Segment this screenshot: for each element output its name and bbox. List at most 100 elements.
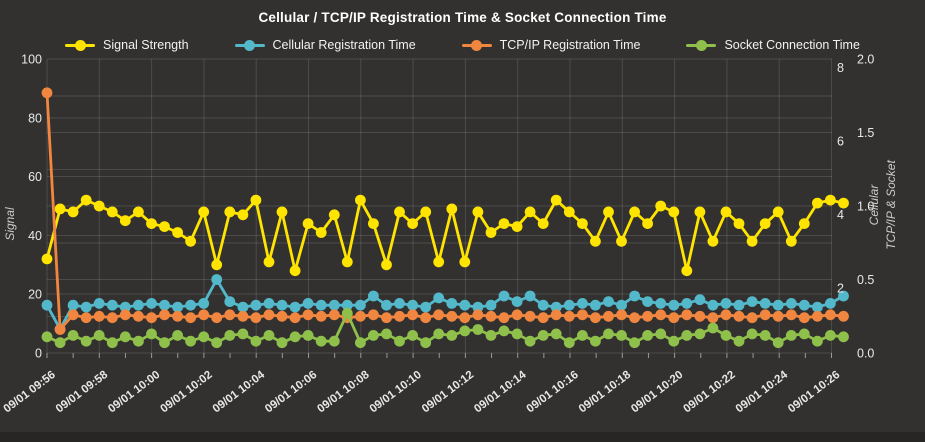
data-point: [133, 310, 144, 322]
data-point: [733, 310, 745, 322]
data-point: [67, 299, 79, 311]
data-point: [185, 335, 197, 347]
data-point: [394, 206, 405, 218]
data-point: [759, 298, 771, 309]
data-point: [276, 299, 288, 311]
right-outer-tick-label: 1.0: [857, 200, 874, 214]
data-point: [812, 310, 823, 322]
data-point: [341, 299, 353, 311]
plot-area[interactable]: [47, 59, 844, 353]
right-inner-tick-label: 8: [837, 61, 844, 75]
data-point: [133, 206, 144, 218]
data-point: [537, 312, 549, 324]
data-point: [446, 203, 458, 215]
data-point: [146, 298, 157, 309]
data-point: [250, 312, 262, 324]
data-point: [67, 309, 79, 321]
data-point: [237, 209, 249, 221]
data-point: [146, 312, 157, 324]
x-tick-label: 09/01 10:04: [211, 368, 268, 415]
x-tick-label: 09/01 10:06: [263, 369, 319, 416]
x-tick-label: 09/01 10:02: [158, 369, 214, 416]
data-point: [812, 335, 823, 347]
data-point: [759, 330, 771, 341]
data-point: [642, 296, 653, 307]
data-point: [198, 298, 210, 309]
data-point: [785, 309, 797, 321]
data-point: [211, 337, 223, 349]
data-point: [328, 335, 340, 347]
data-point: [54, 203, 66, 215]
data-point: [825, 194, 836, 206]
legend-item-socket-connection[interactable]: Socket Connection Time: [686, 38, 860, 52]
data-point: [603, 310, 614, 322]
data-point: [707, 235, 719, 247]
data-point: [355, 310, 366, 322]
data-point: [838, 310, 849, 322]
data-point: [355, 194, 366, 206]
data-point: [106, 337, 118, 349]
data-point: [185, 299, 197, 311]
right-outer-tick-label: 0.5: [857, 273, 874, 287]
data-point: [93, 298, 105, 309]
data-point: [590, 235, 601, 247]
data-point: [446, 298, 458, 309]
data-point: [315, 310, 327, 322]
data-point: [250, 299, 262, 311]
series-cellular-registration: [41, 274, 849, 335]
data-point: [759, 218, 771, 230]
data-point: [381, 299, 392, 311]
data-point: [185, 235, 197, 247]
data-point: [41, 253, 53, 265]
data-point: [420, 206, 432, 218]
data-point: [772, 310, 784, 322]
data-point: [825, 309, 836, 321]
data-point: [485, 299, 497, 311]
data-point: [485, 330, 497, 341]
data-point: [472, 324, 484, 335]
legend-item-cellular-registration[interactable]: Cellular Registration Time: [234, 38, 416, 52]
left-tick-label: 0: [35, 347, 42, 361]
data-point: [328, 209, 340, 221]
data-point: [263, 256, 275, 268]
data-point: [381, 312, 392, 324]
data-point: [459, 299, 471, 311]
x-tick-label: 09/01 10:10: [368, 369, 424, 416]
data-point: [119, 215, 131, 227]
data-point: [159, 309, 170, 321]
x-tick-label: 09/01 09:58: [54, 368, 111, 415]
data-point: [812, 197, 823, 209]
data-point: [746, 328, 758, 340]
data-point: [420, 312, 432, 324]
legend-item-signal-strength[interactable]: Signal Strength: [65, 38, 189, 52]
data-point: [54, 324, 66, 335]
data-point: [733, 299, 745, 311]
data-point: [263, 330, 275, 341]
left-axis-title: Signal: [3, 207, 17, 241]
data-point: [146, 328, 157, 340]
data-point: [93, 200, 105, 212]
data-point: [629, 312, 640, 324]
data-point: [93, 330, 105, 341]
data-point: [563, 299, 575, 311]
data-point: [289, 301, 301, 313]
data-point: [668, 312, 680, 324]
data-point: [394, 335, 405, 347]
data-point: [577, 298, 588, 309]
y-axis-labels: 0 20 40 60 80 100 2 4 6 8 0.0 0.5 1.0 1.5 2.0: [21, 53, 874, 361]
data-point: [825, 298, 836, 309]
data-point: [746, 312, 758, 324]
data-point: [785, 298, 797, 309]
data-point: [733, 335, 745, 347]
data-point: [341, 256, 353, 268]
data-point: [328, 299, 340, 311]
data-point: [420, 301, 432, 313]
legend-item-tcpip-registration[interactable]: TCP/IP Registration Time: [461, 38, 640, 52]
data-point: [825, 330, 836, 341]
legend-label: Signal Strength: [103, 38, 189, 52]
left-tick-label: 80: [28, 111, 42, 125]
data-point: [211, 259, 223, 271]
data-point: [459, 312, 471, 324]
right-outer-tick-label: 2.0: [857, 53, 874, 67]
